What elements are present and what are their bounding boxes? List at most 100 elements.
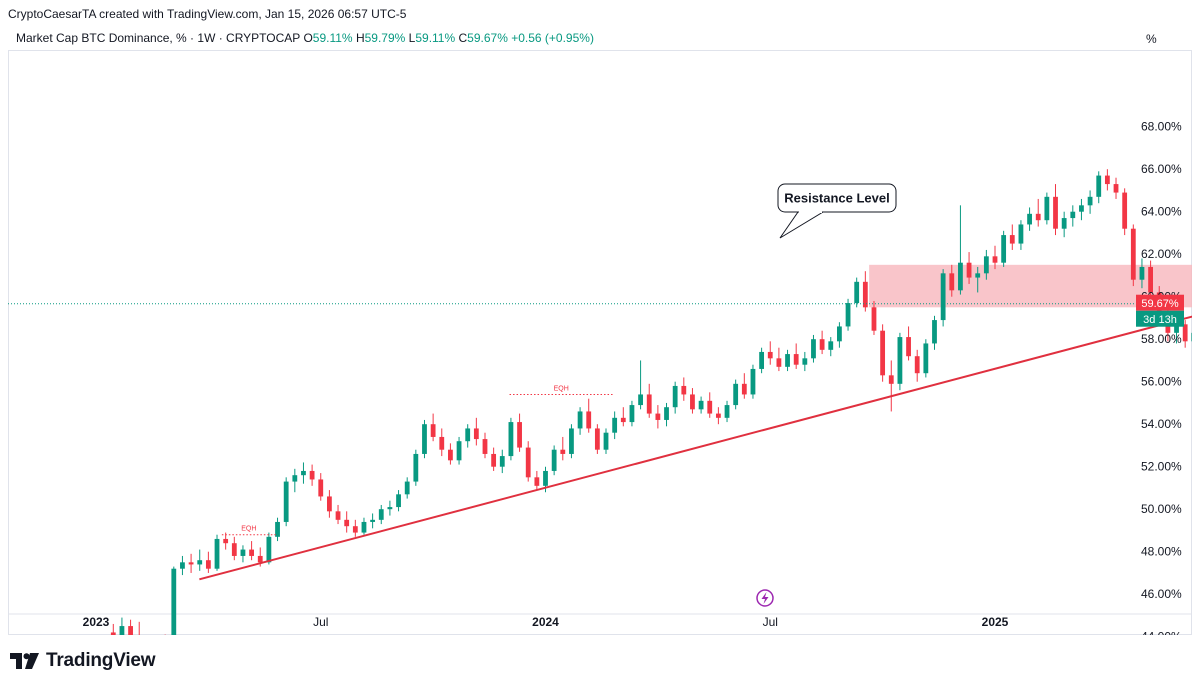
symbol-title: Market Cap BTC Dominance, % · 1W · CRYPT… (16, 31, 301, 45)
price-tick-label: 58.00% (1141, 332, 1182, 346)
candle-body (646, 394, 652, 414)
candle-body (318, 479, 324, 497)
candle-body (560, 449, 566, 454)
candle-body (862, 281, 868, 308)
candle-body (249, 549, 254, 556)
candle-body (1053, 196, 1058, 229)
price-tick-label: 62.00% (1141, 247, 1182, 261)
candle-body (1001, 235, 1007, 263)
high-label: H (355, 31, 365, 45)
candle-body (569, 428, 574, 454)
candle-body (638, 394, 643, 406)
price-tick-label: 50.00% (1141, 502, 1182, 516)
candle-body (698, 400, 704, 410)
candle-body (940, 273, 946, 321)
candle-body (1191, 332, 1192, 342)
candle-body (1079, 205, 1084, 212)
candle-body (923, 343, 929, 374)
candle-body (422, 424, 427, 454)
candle-body (1044, 196, 1050, 221)
candle-body (793, 354, 799, 365)
candle-body (983, 256, 989, 274)
zones-layer (869, 264, 1192, 308)
candle-body (707, 400, 713, 414)
candle-body (197, 560, 203, 565)
candle-body (551, 449, 557, 471)
open-label: O (303, 31, 313, 45)
callout-pointer (779, 211, 825, 239)
candle-body (180, 562, 185, 569)
last-price-tag (1136, 294, 1184, 311)
candle-body (119, 626, 125, 635)
candle-body (361, 521, 367, 533)
price-tick-label: 46.00% (1141, 587, 1182, 601)
candle-body (906, 337, 911, 357)
price-tick-label: 56.00% (1141, 375, 1182, 389)
candle-body (301, 470, 306, 476)
candle-body (733, 383, 739, 406)
candle-body (266, 536, 272, 563)
candle-body (828, 341, 834, 350)
candle-body (785, 354, 790, 367)
price-axis[interactable]: 44.00% 46.00% 48.00% 50.00% 52.00% 54.00% 56.0… (1136, 120, 1184, 635)
candle-body (240, 549, 246, 556)
price-tick-label: 48.00% (1141, 545, 1182, 559)
candle-body (352, 526, 358, 533)
candle-body (888, 375, 894, 384)
candle-body (612, 417, 618, 433)
candle-body (776, 358, 782, 367)
candle-body (620, 417, 626, 423)
candle-body (482, 439, 488, 454)
price-chart[interactable]: EQH EQH Resistance Level 44.00% 46.00% 48.00… (8, 50, 1192, 635)
candle-body (370, 519, 376, 522)
open-value: 59.11% (312, 31, 353, 45)
candle-body (586, 411, 592, 429)
candle-body (231, 543, 237, 556)
candle-body (1139, 266, 1145, 280)
candle-body (603, 432, 609, 450)
candle-body (741, 383, 747, 395)
candle-body (1104, 175, 1110, 185)
candle-body (525, 447, 531, 478)
price-axis-unit[interactable]: % (1146, 32, 1157, 46)
candle-body (499, 456, 505, 467)
time-tick-label: 2023 (83, 615, 110, 629)
change-value: +0.56 (+0.95%) (511, 31, 594, 45)
candle-body (1130, 228, 1136, 280)
close-label: C (458, 31, 468, 45)
callout-text: Resistance Level (784, 191, 890, 206)
low-value: 59.11% (415, 31, 456, 45)
time-tick-label: 2024 (532, 615, 559, 629)
candle-body (854, 281, 860, 304)
candle-body (802, 358, 808, 365)
candle-body (257, 555, 263, 563)
candle-body (897, 337, 903, 384)
candle-body (439, 436, 445, 450)
candle-body (759, 351, 765, 369)
candle-body (110, 632, 116, 635)
tradingview-logo[interactable]: TradingView (10, 650, 156, 672)
candle-body (413, 453, 419, 482)
candle-body (871, 307, 877, 331)
candle-body (690, 394, 695, 410)
candle-body (473, 428, 479, 440)
candle-body (1018, 224, 1024, 244)
candle-body (283, 481, 289, 522)
candle-body (188, 562, 194, 565)
high-value: 59.79% (364, 31, 406, 45)
candle-body (344, 519, 350, 527)
candle-body (396, 494, 401, 508)
candle-body (223, 538, 229, 544)
candle-body (767, 351, 773, 359)
candle-body (128, 626, 133, 635)
candle-body (1009, 235, 1015, 244)
price-tick-label: 54.00% (1141, 417, 1182, 431)
time-tick-label: 2025 (982, 615, 1009, 629)
candle-body (880, 330, 886, 376)
candle-body (326, 496, 332, 512)
time-tick-label: Jul (763, 615, 778, 629)
candle-body (958, 262, 963, 291)
time-tick-label: Jul (313, 615, 328, 629)
candle-body (1061, 218, 1067, 229)
time-axis[interactable]: 2023Jul2024Jul2025Jul2026Jul2027Jul (83, 615, 1192, 629)
